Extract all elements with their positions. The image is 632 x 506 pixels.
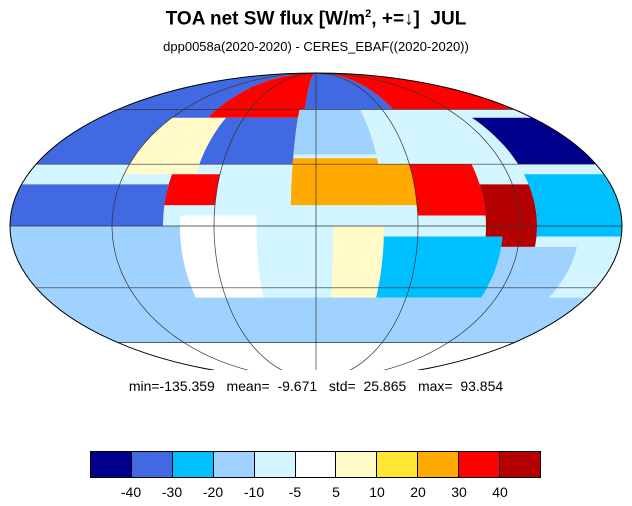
colorbar-box [418, 452, 460, 477]
field-region-north-pacific [36, 117, 172, 165]
colorbar-box [91, 452, 132, 477]
field-region-southern-africa [331, 226, 384, 298]
field-region-south-pacific [10, 226, 196, 298]
colorbar [90, 451, 541, 478]
plot-subtitle: dpp0058a(2020-2020) - CERES_EBAF((2020-2… [163, 39, 469, 54]
field-region-europe [293, 109, 377, 155]
title-superscript: 2 [365, 8, 372, 20]
field-region-caribbean [164, 174, 220, 206]
colorbar-box [459, 452, 501, 477]
map-boundary [9, 72, 623, 370]
field-region-arctic-sector-pacific [83, 73, 316, 127]
field-region-arctic-siberia [316, 73, 514, 110]
colorbar-box [131, 452, 173, 477]
colorbar-tick-labels: -40 -30 -20 -10 -5 5 10 20 30 40 [90, 484, 541, 502]
plot-title: TOA net SW flux [W/m2, +=↓] JUL [0, 8, 632, 30]
field-region-west-pacific-tropics [524, 174, 622, 237]
colorbar-tick-label: 20 [410, 484, 426, 500]
colorbar-box [254, 452, 296, 477]
colorbar-tick-label: -30 [161, 484, 183, 500]
colorbar-box [213, 452, 255, 477]
field-region-southeast-asia [479, 184, 537, 247]
statistics-line: min=-135.359 mean= -9.671 std= 25.865 ma… [128, 378, 504, 394]
title-prefix: TOA net SW flux [W/m [165, 8, 366, 30]
field-region-asia-north [382, 109, 512, 155]
field-region-west-pacific-north [472, 117, 596, 165]
field-region-south-atlantic [256, 236, 333, 298]
field-region-sahara [290, 158, 384, 206]
field-region-north-america [124, 117, 226, 175]
colorbar-tick-label: -5 [288, 484, 302, 500]
colorbar-tick-label: -40 [120, 484, 142, 500]
graticule [10, 73, 622, 370]
field-region-tropical-east-pacific [10, 184, 169, 226]
colorbar-box [500, 452, 540, 477]
field-region-indian-ocean [376, 236, 503, 298]
colorbar-box [336, 452, 378, 477]
colorbar-tick-label: -20 [202, 484, 224, 500]
world-map [9, 72, 623, 370]
field-region-north-atlantic [199, 117, 298, 165]
colorbar-box [172, 452, 214, 477]
colorbar-tick-label: 5 [332, 484, 340, 500]
colorbar-box [295, 452, 337, 477]
field-region-arctic-europe [305, 73, 393, 110]
field-region-india [409, 164, 486, 216]
title-suffix: , +=↓] JUL [371, 8, 467, 30]
colorbar-tick-label: -10 [243, 484, 265, 500]
colorbar-tick-label: 30 [451, 484, 467, 500]
field-region-arctic-sector-atlantic [208, 73, 316, 118]
colorbar-tick-label: 40 [492, 484, 508, 500]
field-region-arabia [370, 164, 417, 206]
colorbar-tick-label: 10 [369, 484, 385, 500]
colorbar-box [377, 452, 419, 477]
field-region-south-america [180, 215, 264, 298]
